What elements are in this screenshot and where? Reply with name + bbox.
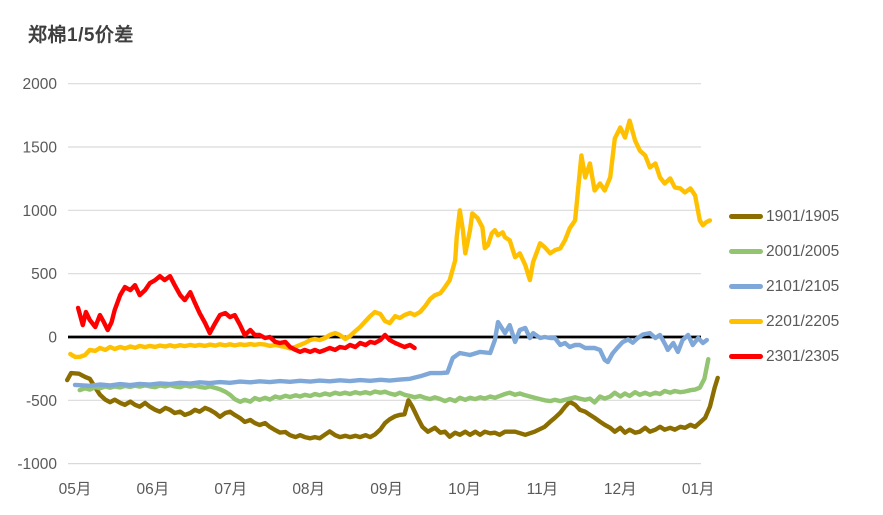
legend-item: 2001/2005	[729, 241, 839, 262]
y-tick-label: 1000	[23, 203, 58, 220]
chart-title: 郑棉1/5价差	[28, 25, 134, 46]
legend-swatch	[729, 354, 763, 359]
legend-swatch	[729, 249, 763, 254]
x-tick-label: 12月	[604, 481, 637, 498]
y-tick-label: 500	[31, 266, 57, 283]
x-tick-label: 11月	[527, 481, 559, 498]
legend-label: 2301/2305	[766, 347, 840, 365]
legend-item: 2301/2305	[729, 346, 839, 367]
legend-item: 1901/1905	[729, 206, 839, 227]
x-tick-label: 10月	[448, 481, 481, 498]
series-line-2101-2105	[72, 319, 709, 388]
x-tick-label: 05月	[59, 481, 92, 498]
series-line-1901-1905	[64, 370, 720, 441]
y-tick-label: -500	[26, 393, 57, 410]
y-tick-label: 2000	[23, 76, 58, 93]
legend-label: 2101/2105	[766, 277, 840, 295]
y-tick-label: -1000	[17, 456, 57, 473]
x-tick-label: 01月	[682, 481, 715, 498]
legend-label: 1901/1905	[766, 207, 840, 225]
x-tick-label: 08月	[292, 481, 325, 498]
legend: 1901/1905 2001/2005 2101/2105 2201/2205 2301…	[729, 206, 839, 381]
series-line-2201-2205	[68, 118, 713, 360]
x-tick-label: 06月	[137, 481, 170, 498]
legend-label: 2201/2205	[766, 312, 840, 330]
series-line-2001-2005	[77, 357, 711, 405]
legend-label: 2001/2005	[766, 242, 840, 260]
legend-item: 2101/2105	[729, 276, 839, 297]
series-line-2301-2305	[75, 274, 417, 355]
y-tick-label: 1500	[23, 140, 58, 157]
legend-swatch	[729, 319, 763, 324]
legend-swatch	[729, 284, 763, 289]
legend-swatch	[729, 214, 763, 219]
x-tick-label: 07月	[214, 481, 247, 498]
x-tick-label: 09月	[370, 481, 403, 498]
legend-item: 2201/2205	[729, 311, 839, 332]
y-tick-label: 0	[48, 330, 57, 347]
